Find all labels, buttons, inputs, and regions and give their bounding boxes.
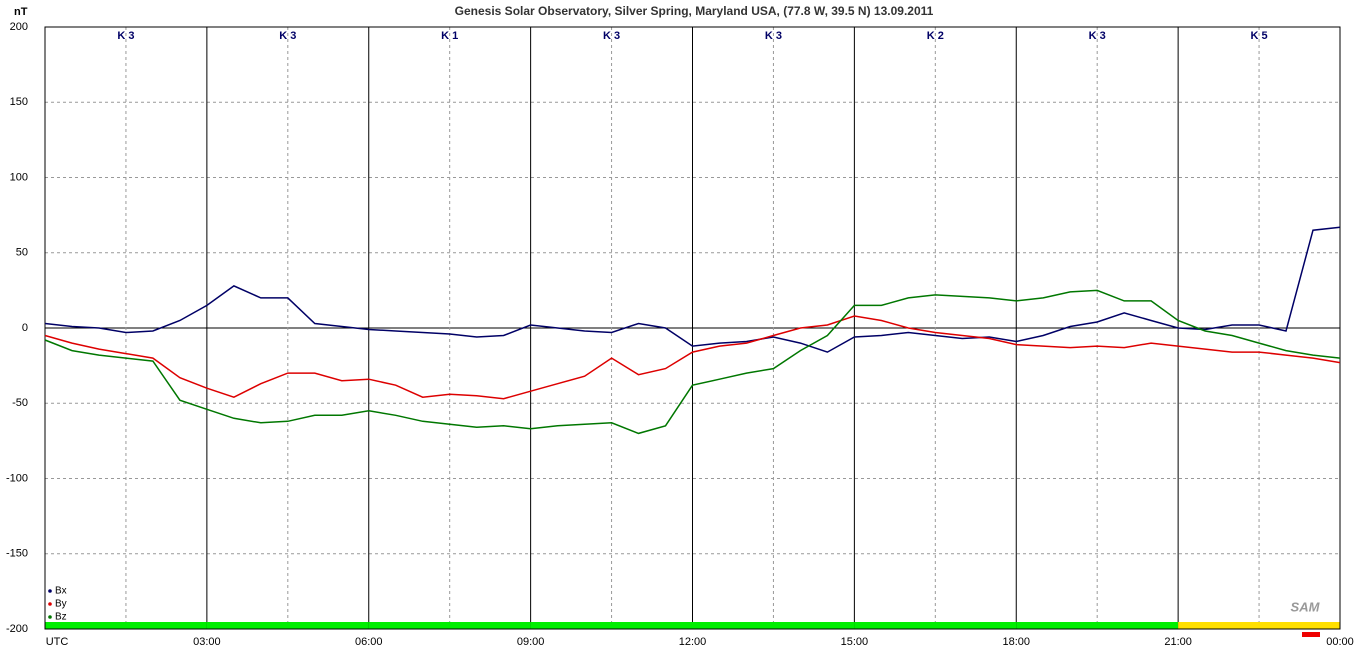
y-tick-label: 150 [10,96,28,108]
legend-marker [48,602,52,606]
plot-frame [44,26,1341,630]
y-tick-label: -50 [12,397,28,409]
series-line [44,289,1341,435]
x-tick-label: 06:00 [355,636,383,648]
k-index-label: K 3 [765,30,782,42]
chart-title: Genesis Solar Observatory, Silver Spring… [455,4,934,18]
series-line [44,226,1341,353]
legend-label: Bz [55,612,67,623]
legend-label: By [55,599,67,610]
legend-marker [48,589,52,593]
y-tick-label: 200 [10,21,28,33]
k-index-bar [45,622,207,629]
k-index-bar [854,622,1017,629]
x-tick-label: 03:00 [193,636,221,648]
legend-marker [48,615,52,619]
y-tick-label: -150 [6,548,28,560]
k-index-bar [530,622,693,629]
k-index-bar [206,622,369,629]
x-tick-label: UTC [46,636,69,648]
x-tick-label: 15:00 [841,636,869,648]
x-tick-label: 09:00 [517,636,545,648]
legend-label: Bx [55,586,67,597]
y-tick-label: 50 [16,247,28,259]
y-tick-label: -200 [6,623,28,635]
x-tick-label: 21:00 [1164,636,1192,648]
k-index-label: K 3 [1089,30,1106,42]
y-tick-label: -100 [6,472,28,484]
k-index-bar [1178,622,1340,629]
y-axis-label: nT [14,6,28,18]
x-tick-label: 18:00 [1002,636,1030,648]
k-index-bar [368,622,531,629]
y-tick-label: 0 [22,322,28,334]
k-index-label: K 3 [279,30,296,42]
k-index-label: K 5 [1251,30,1268,42]
x-tick-label: 00:00 [1326,636,1354,648]
k-index-label: K 1 [441,30,458,42]
x-tick-label: 12:00 [679,636,707,648]
time-marker [1302,632,1320,637]
k-index-label: K 2 [927,30,944,42]
logo: SAM [1291,599,1321,614]
series-line [44,315,1341,400]
y-tick-label: 100 [10,171,28,183]
k-index-label: K 3 [117,30,134,42]
k-index-bar [692,622,855,629]
k-index-label: K 3 [603,30,620,42]
k-index-bar [1016,622,1179,629]
